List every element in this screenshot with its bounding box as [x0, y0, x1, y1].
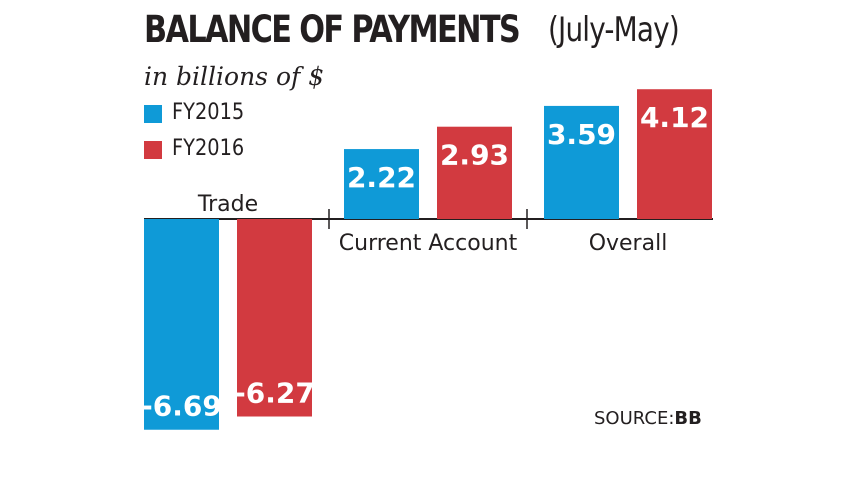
data-label-fy2015-trade: -6.69 — [141, 390, 222, 423]
source-label: SOURCE: — [594, 408, 675, 429]
source-note: SOURCE:BB — [594, 408, 702, 429]
data-label-fy2015-current-account: 2.22 — [347, 161, 416, 194]
data-label-fy2016-overall: 4.12 — [640, 101, 709, 134]
legend-swatch-fy2015 — [144, 105, 162, 123]
bar-fy2015-overall — [544, 105, 619, 219]
category-label-overall: Overall — [589, 231, 668, 256]
chart-title: BALANCE OF PAYMENTS — [144, 8, 521, 51]
source-value: BB — [674, 408, 702, 429]
bar-fy2016-trade — [237, 219, 312, 417]
data-label-fy2015-overall: 3.59 — [547, 118, 616, 151]
chart-title-period: (July-May) — [548, 10, 680, 50]
bar-fy2016-current-account — [437, 126, 512, 219]
data-label-fy2016-trade: -6.27 — [234, 377, 315, 410]
data-label-fy2016-current-account: 2.93 — [440, 139, 509, 172]
legend-label-fy2015: FY2015 — [172, 100, 245, 125]
category-label-trade: Trade — [197, 192, 258, 217]
category-label-current-account: Current Account — [339, 231, 518, 256]
chart-subtitle: in billions of $ — [144, 62, 325, 91]
bar-fy2015-trade — [144, 219, 219, 430]
legend-label-fy2016: FY2016 — [172, 136, 245, 161]
bar-fy2016-overall — [637, 89, 712, 219]
legend-swatch-fy2016 — [144, 141, 162, 159]
bar-fy2015-current-account — [344, 149, 419, 219]
